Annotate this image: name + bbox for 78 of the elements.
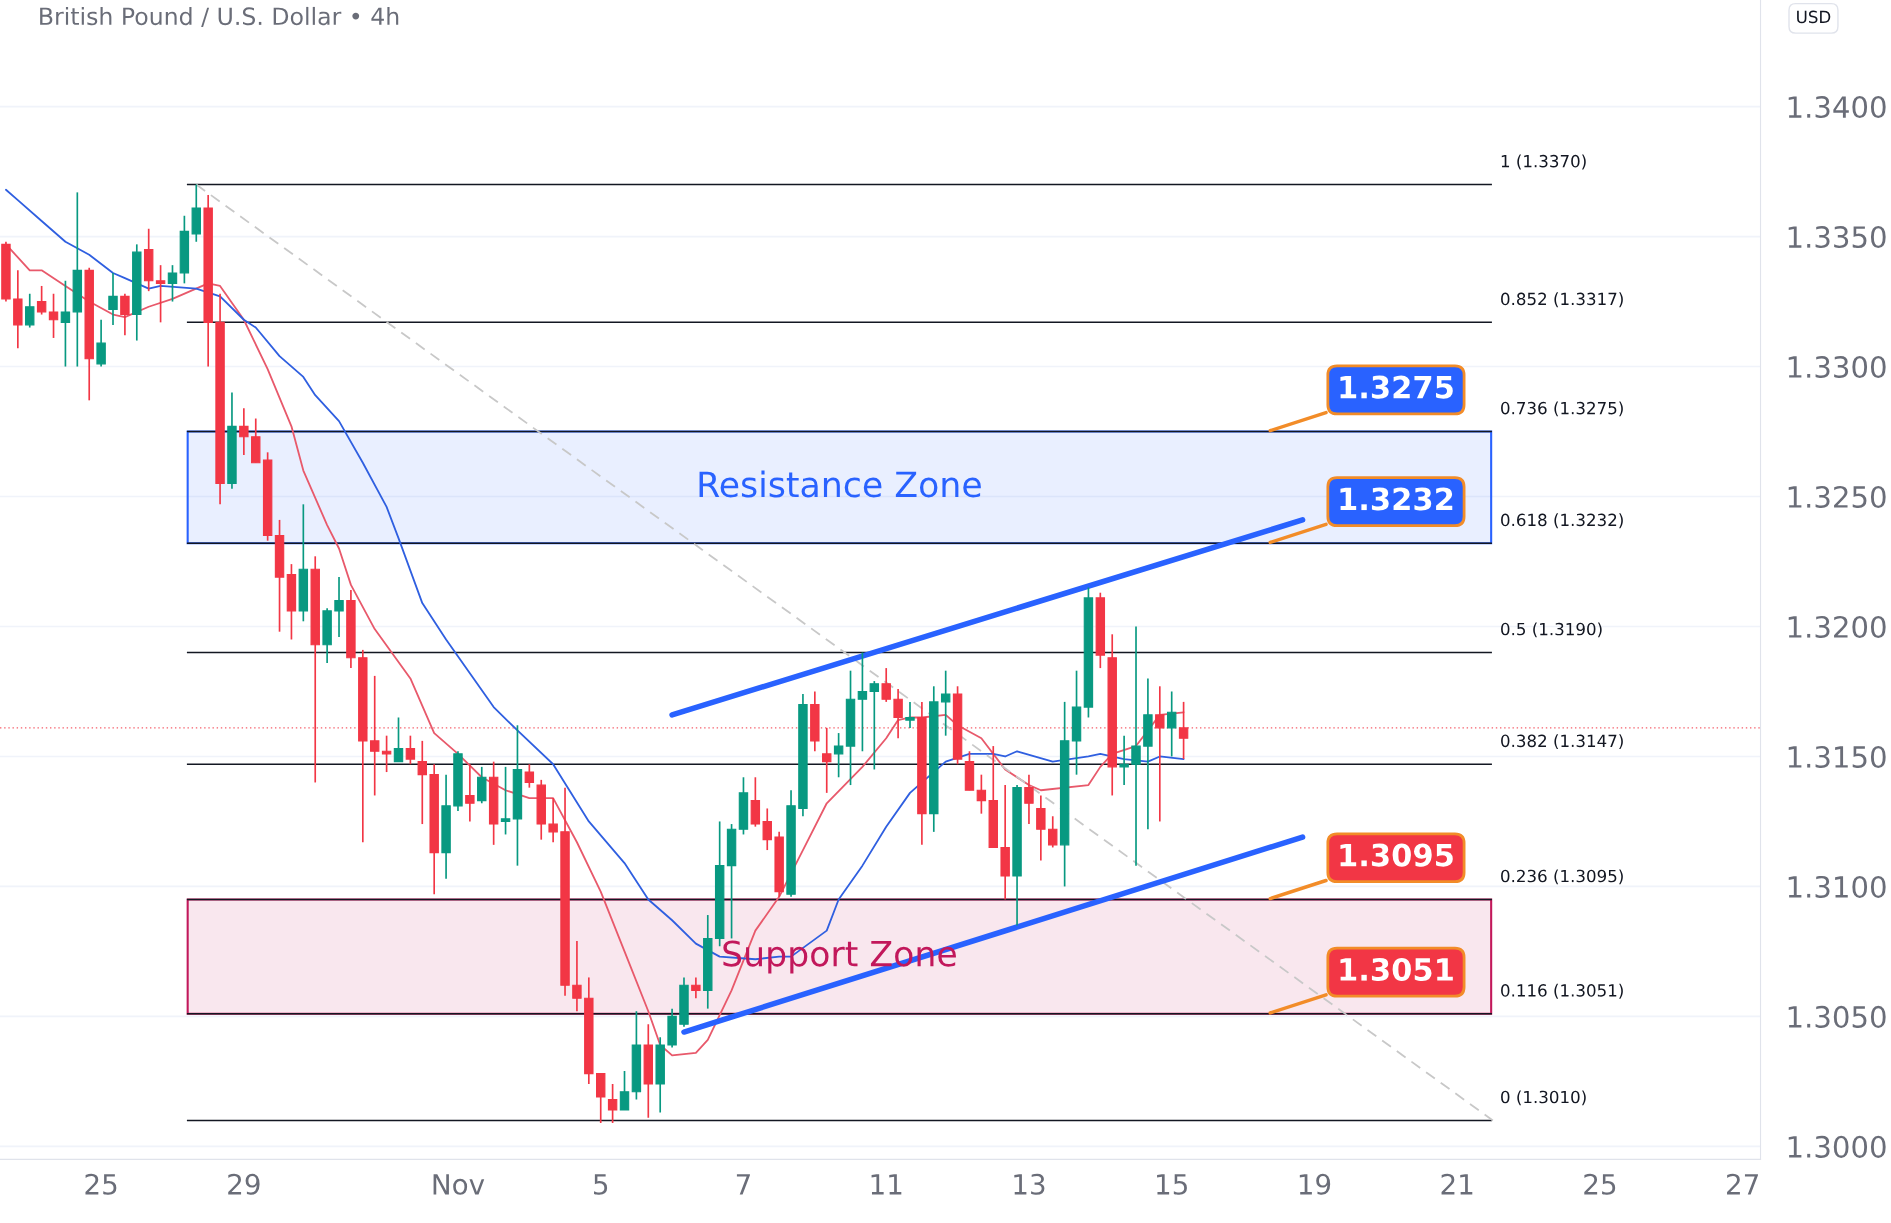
- candlestick: [239, 407, 249, 456]
- candlestick: [465, 763, 475, 823]
- annotation: 1.3051: [1340, 957, 1453, 982]
- x-tick-label: Nov: [433, 1174, 485, 1195]
- ref-line-label: 0.852 (1.3317): [1501, 292, 1623, 308]
- candlestick: [595, 1072, 606, 1124]
- candlestick: [940, 669, 951, 737]
- candlestick: [417, 740, 428, 825]
- candlestick: [572, 940, 582, 1013]
- candlestick: [393, 716, 404, 763]
- x-tick-label: 25: [1584, 1173, 1616, 1195]
- y-tick-label: 1.3400: [1788, 96, 1886, 119]
- candlestick: [167, 264, 178, 303]
- candlestick: [1036, 794, 1046, 862]
- x-tick-label: 11: [871, 1174, 902, 1195]
- candlestick: [905, 701, 915, 729]
- candlestick: [500, 766, 511, 836]
- y-tick-label: 1.3000: [1788, 1135, 1886, 1158]
- candlestick: [25, 292, 35, 329]
- y-tick-label: 1.3150: [1788, 745, 1886, 768]
- ref-line-label: 0.5 (1.3190): [1501, 622, 1602, 638]
- candlestick: [1131, 625, 1141, 867]
- annotation: 1.3095: [1340, 843, 1453, 867]
- x-tick-label: 19: [1299, 1173, 1331, 1195]
- y-tick-label: 1.3350: [1788, 225, 1886, 249]
- candlestick: [155, 264, 166, 324]
- candlestick: [548, 797, 558, 844]
- candlestick: [1119, 734, 1129, 786]
- candlestick: [619, 1070, 630, 1111]
- candlestick: [762, 807, 772, 851]
- annotation: 1.3232: [1340, 487, 1453, 511]
- y-tick-label: 1.3250: [1788, 485, 1886, 509]
- candlestick: [369, 675, 380, 797]
- x-tick-label: 5: [594, 1174, 608, 1195]
- candlestick: [48, 292, 59, 339]
- candlestick: [405, 734, 416, 766]
- text: USD: [1797, 10, 1831, 24]
- ref-line-label: 0.116 (1.3051): [1501, 983, 1623, 999]
- candlestick: [1048, 815, 1058, 849]
- y-tick-label: 1.3300: [1788, 355, 1886, 379]
- x-tick-label: 15: [1157, 1174, 1187, 1195]
- x-tick-label: 13: [1014, 1173, 1045, 1195]
- ref-line-label: 0 (1.3010): [1501, 1090, 1586, 1106]
- ref-line-label: 0.736 (1.3275): [1501, 401, 1623, 417]
- x-tick-label: 25: [85, 1173, 117, 1195]
- chart-title: British Pound / U.S. Dollar • 4h: [40, 6, 399, 28]
- candlestick: [1166, 690, 1177, 758]
- candlestick: [60, 279, 71, 368]
- x-tick-label: 27: [1727, 1173, 1758, 1195]
- candlestick: [881, 667, 891, 703]
- y-tick-label: 1.3050: [1788, 1005, 1886, 1028]
- y-tick-label: 1.3200: [1788, 615, 1886, 638]
- candlestick: [36, 285, 47, 316]
- candlestick: [1024, 773, 1034, 825]
- x-tick-label: 21: [1441, 1173, 1473, 1195]
- candlestick: [120, 292, 130, 337]
- candlestick: [477, 766, 487, 805]
- candlestick: [96, 318, 106, 368]
- candlestick: [976, 773, 987, 815]
- annotation: 1.3275: [1340, 375, 1453, 399]
- candlestick: [750, 776, 761, 828]
- candlestick: [869, 680, 880, 771]
- ref-line-label: 0.236 (1.3095): [1501, 869, 1623, 885]
- ref-line-label: 0.382 (1.3147): [1501, 734, 1623, 750]
- candlestick: [857, 651, 868, 753]
- ref-line-label: 0.618 (1.3232): [1501, 513, 1623, 529]
- y-tick-label: 1.3100: [1788, 875, 1886, 898]
- ref-line-label: 1 (1.3370): [1501, 154, 1586, 170]
- candlestick: [381, 734, 392, 773]
- candlestick: [607, 1083, 618, 1124]
- candlestick: [833, 732, 844, 779]
- x-tick-label: 7: [736, 1174, 750, 1195]
- candlestick: [108, 272, 118, 326]
- x-tick-label: 29: [228, 1173, 260, 1195]
- candlestick: [334, 576, 344, 638]
- candlestick: [691, 976, 701, 1000]
- candlestick: [524, 763, 535, 789]
- band-label: Resistance Zone: [699, 470, 981, 498]
